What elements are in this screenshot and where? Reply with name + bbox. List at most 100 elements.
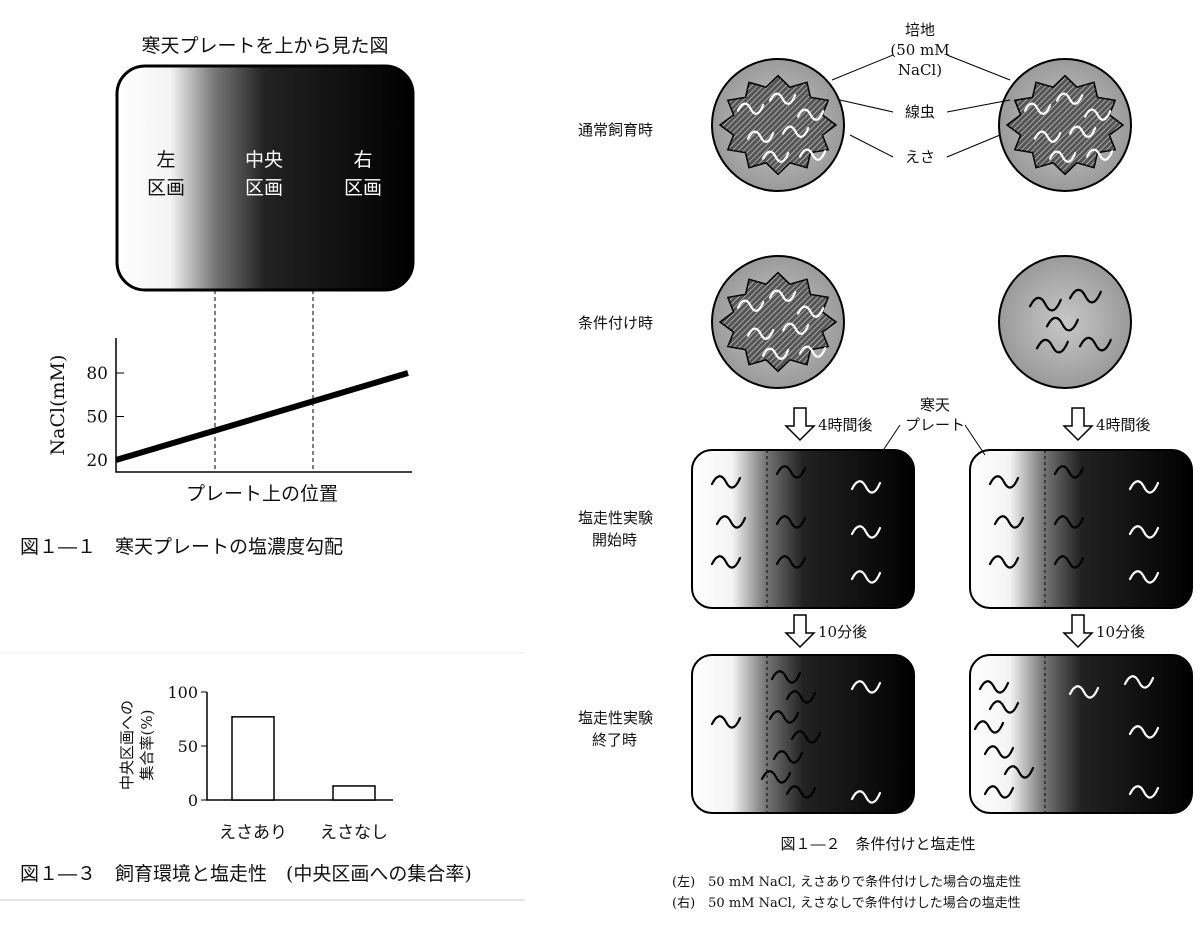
y-tick-label: 20: [86, 451, 108, 471]
center-section-label-1: 中央: [245, 149, 283, 171]
worm: [768, 92, 797, 105]
arrow-label: 4時間後: [1096, 416, 1151, 434]
worm: [983, 785, 1015, 799]
worm: [1128, 480, 1160, 494]
legend-right: (右) 50 mM NaCl, えさなしで条件付けした場合の塩走性: [672, 895, 1021, 911]
food-label: えさ: [905, 148, 935, 166]
worm: [1128, 725, 1160, 739]
down-arrow-icon: [1062, 614, 1094, 649]
worm: [1045, 316, 1079, 332]
line-chart-axes: [115, 338, 412, 473]
worm: [988, 555, 1020, 569]
worm: [1003, 765, 1035, 779]
worm: [798, 345, 827, 358]
worm: [850, 480, 882, 494]
petri-dish: [998, 255, 1132, 389]
worm: [770, 670, 802, 684]
worm: [850, 680, 882, 694]
legend-left: (左) 50 mM NaCl, えさありで条件付けした場合の塩走性: [672, 874, 1021, 890]
bar-y-ticks: 100 50 0: [167, 683, 207, 810]
worm: [781, 322, 810, 335]
row-label-conditioning: 条件付け時: [578, 314, 653, 332]
down-arrow-icon: [784, 614, 816, 649]
worm: [781, 125, 810, 138]
time-arrows: 4時間後 4時間後 10分後 10分後: [784, 407, 1151, 649]
medium-label-1: 培地: [905, 21, 935, 39]
bars: えさあり えさなし: [219, 716, 388, 843]
worm: [1083, 108, 1112, 121]
worm: [850, 570, 882, 584]
row-label-start-2: 開始時: [592, 531, 637, 549]
down-arrow-icon: [1062, 407, 1094, 442]
salt-plates: [691, 449, 1193, 814]
worm: [1068, 685, 1100, 699]
worm: [1055, 92, 1084, 105]
worm: [973, 720, 1005, 734]
worm: [715, 515, 747, 529]
worm: [850, 790, 882, 804]
worm: [746, 327, 775, 340]
worm: [1068, 288, 1102, 304]
worm: [736, 102, 765, 115]
worm: [775, 515, 807, 529]
y-tick-label: 50: [178, 737, 198, 756]
medium-label-3: NaCl): [898, 61, 942, 79]
y-tick-label: 50: [86, 408, 108, 428]
bar-with-food: [231, 716, 275, 801]
worm: [746, 130, 775, 143]
y-tick-label: 100: [167, 683, 198, 702]
worm: [710, 555, 742, 569]
arrow-label: 4時間後: [818, 416, 873, 434]
y-tick-label: 80: [86, 364, 108, 384]
leader-lines: [831, 54, 1011, 456]
worm: [1128, 785, 1160, 799]
worm: [760, 770, 792, 784]
worm: [768, 289, 797, 302]
row-label-end-2: 終了時: [592, 731, 637, 749]
section-labels: 左 区画 中央 区画 右 区画: [147, 149, 382, 199]
worm: [1053, 515, 1085, 529]
agar-plate-label-2: プレート: [905, 416, 965, 434]
worm: [790, 730, 822, 744]
worm: [1078, 336, 1112, 352]
worm: [785, 785, 817, 799]
row-label-end-1: 塩走性実験: [578, 709, 653, 727]
worm: [736, 299, 765, 312]
figure-1-3-caption: 図１―３ 飼育環境と塩走性 (中央区画への集合率): [20, 863, 472, 885]
worm: [772, 750, 804, 764]
agar-plate-label-1: 寒天: [920, 396, 950, 414]
worm: [775, 555, 807, 569]
worm: [761, 347, 790, 360]
right-section-label-2: 区画: [344, 177, 382, 199]
worm: [1035, 338, 1069, 354]
y-axis-label: NaCl(mM): [47, 355, 69, 456]
worm: [775, 465, 807, 479]
worm: [1123, 675, 1155, 689]
left-section-label-1: 左: [156, 149, 175, 171]
right-section-label-1: 右: [353, 149, 372, 171]
worm: [1128, 525, 1160, 539]
worm: [983, 745, 1015, 759]
nacl-gradient-line: [115, 370, 409, 463]
worm: [850, 525, 882, 539]
worm: [1068, 125, 1097, 138]
worm: [1053, 555, 1085, 569]
worm: [710, 715, 742, 729]
figure-1-2-caption: 図１―２ 条件付けと塩走性: [780, 835, 975, 853]
x-axis-label: プレート上の位置: [186, 483, 338, 505]
x-category-label: えさあり: [219, 823, 287, 843]
row-label-start-1: 塩走性実験: [578, 509, 653, 527]
y-axis-ticks: 80 50 20: [86, 364, 124, 471]
row-label-normal: 通常飼育時: [578, 121, 653, 139]
worm: [785, 690, 817, 704]
worm: [1053, 465, 1085, 479]
agar-plate-gradient: [115, 64, 415, 292]
worm: [1033, 130, 1062, 143]
y-tick-label: 0: [188, 791, 198, 810]
worm: [710, 475, 742, 489]
arrow-label: 10分後: [818, 623, 867, 641]
plate-title: 寒天プレートを上から見た図: [141, 35, 388, 57]
worm: [796, 108, 825, 121]
worm: [1048, 150, 1077, 163]
